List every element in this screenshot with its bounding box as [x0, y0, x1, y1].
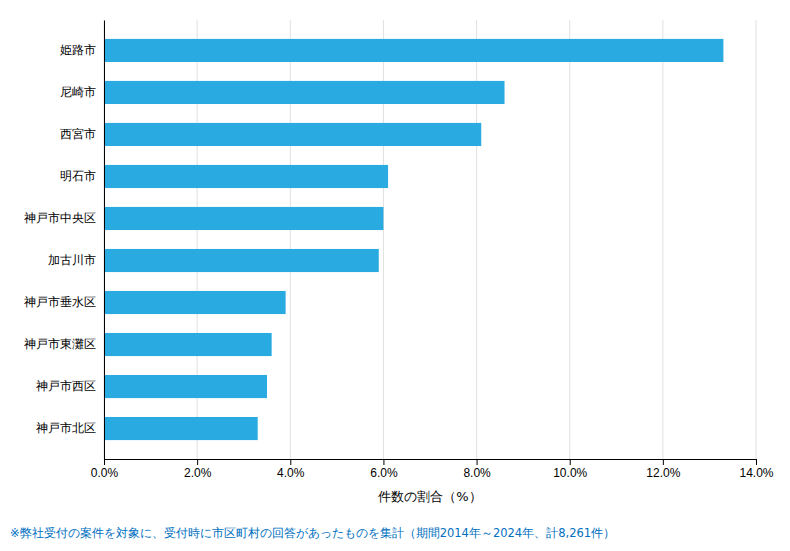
- tick-mark: [756, 459, 757, 465]
- bar: [104, 249, 379, 272]
- tick: 姫路市: [60, 43, 96, 57]
- tick-label: 6.0%: [370, 466, 398, 480]
- tick-mark: [383, 459, 384, 465]
- tick-label: 神戸市中央区: [24, 211, 96, 225]
- tick: 西宮市: [60, 127, 96, 141]
- tick-label: 0.0%: [91, 466, 119, 480]
- tick: 神戸市垂水区: [24, 295, 96, 309]
- tick-label: 明石市: [60, 169, 96, 183]
- tick-label: 姫路市: [60, 43, 96, 57]
- tick-mark: [477, 459, 478, 465]
- bar: [104, 123, 481, 146]
- tick-label: 神戸市東灘区: [24, 337, 96, 351]
- tick: 4.0%: [277, 459, 305, 480]
- bar: [104, 333, 272, 356]
- axis-domain: [105, 460, 757, 466]
- grid-line: [569, 20, 570, 459]
- x-axis-title: 件数の割合（%）: [378, 489, 481, 504]
- tick-label: 尼崎市: [60, 85, 96, 99]
- tick: 加古川市: [48, 253, 96, 267]
- tick: 明石市: [60, 169, 96, 183]
- y-axis: 姫路市尼崎市西宮市明石市神戸市中央区加古川市神戸市垂水区神戸市東灘区神戸市西区神…: [24, 21, 105, 460]
- tick: 12.0%: [646, 459, 680, 480]
- axis-domain: [104, 21, 105, 460]
- tick-label: 2.0%: [184, 466, 212, 480]
- bar: [104, 207, 383, 230]
- tick: 神戸市東灘区: [24, 337, 96, 351]
- tick: 8.0%: [463, 459, 491, 480]
- tick: 2.0%: [184, 459, 212, 480]
- tick: 尼崎市: [60, 85, 96, 99]
- tick-label: 12.0%: [646, 466, 680, 480]
- grid-line: [662, 20, 663, 459]
- bar: [104, 375, 267, 398]
- tick-mark: [663, 459, 664, 465]
- tick-label: 14.0%: [739, 466, 773, 480]
- bar: [104, 291, 286, 314]
- bar: [104, 81, 505, 104]
- bar: [104, 417, 258, 440]
- bar: [104, 39, 723, 62]
- grid-line: [756, 20, 757, 459]
- tick: 14.0%: [739, 459, 773, 480]
- bar: [104, 165, 388, 188]
- grid-line: [104, 20, 105, 459]
- tick-mark: [290, 459, 291, 465]
- tick: 神戸市北区: [36, 421, 96, 435]
- footnote: ※弊社受付の案件を対象に、受付時に市区町村の回答があったものを集計（期間2014…: [10, 526, 615, 540]
- tick-mark: [104, 459, 105, 465]
- chart: 0.0% 2.0% 4.0% 6.0% 8.0% 10.0% 12.0% 14.0% 姫路市尼崎…: [0, 0, 790, 551]
- x-axis: 0.0% 2.0% 4.0% 6.0% 8.0% 10.0% 12.0% 14.0%: [91, 459, 774, 480]
- tick: 神戸市中央区: [24, 211, 96, 225]
- tick-label: 8.0%: [463, 466, 491, 480]
- tick: 10.0%: [553, 459, 587, 480]
- tick-label: 加古川市: [48, 253, 96, 267]
- tick-mark: [570, 459, 571, 465]
- tick-label: 西宮市: [60, 127, 96, 141]
- tick-mark: [197, 459, 198, 465]
- tick-label: 10.0%: [553, 466, 587, 480]
- plot: 0.0% 2.0% 4.0% 6.0% 8.0% 10.0% 12.0% 14.0% 姫路市尼崎…: [24, 20, 774, 504]
- tick: 6.0%: [370, 459, 398, 480]
- bars: [104, 39, 723, 440]
- tick-label: 神戸市北区: [36, 421, 96, 435]
- grid: [104, 20, 756, 459]
- tick: 0.0%: [91, 459, 119, 480]
- tick-label: 神戸市西区: [36, 379, 96, 393]
- tick-label: 神戸市垂水区: [24, 295, 96, 309]
- tick: 神戸市西区: [36, 379, 96, 393]
- tick-label: 4.0%: [277, 466, 305, 480]
